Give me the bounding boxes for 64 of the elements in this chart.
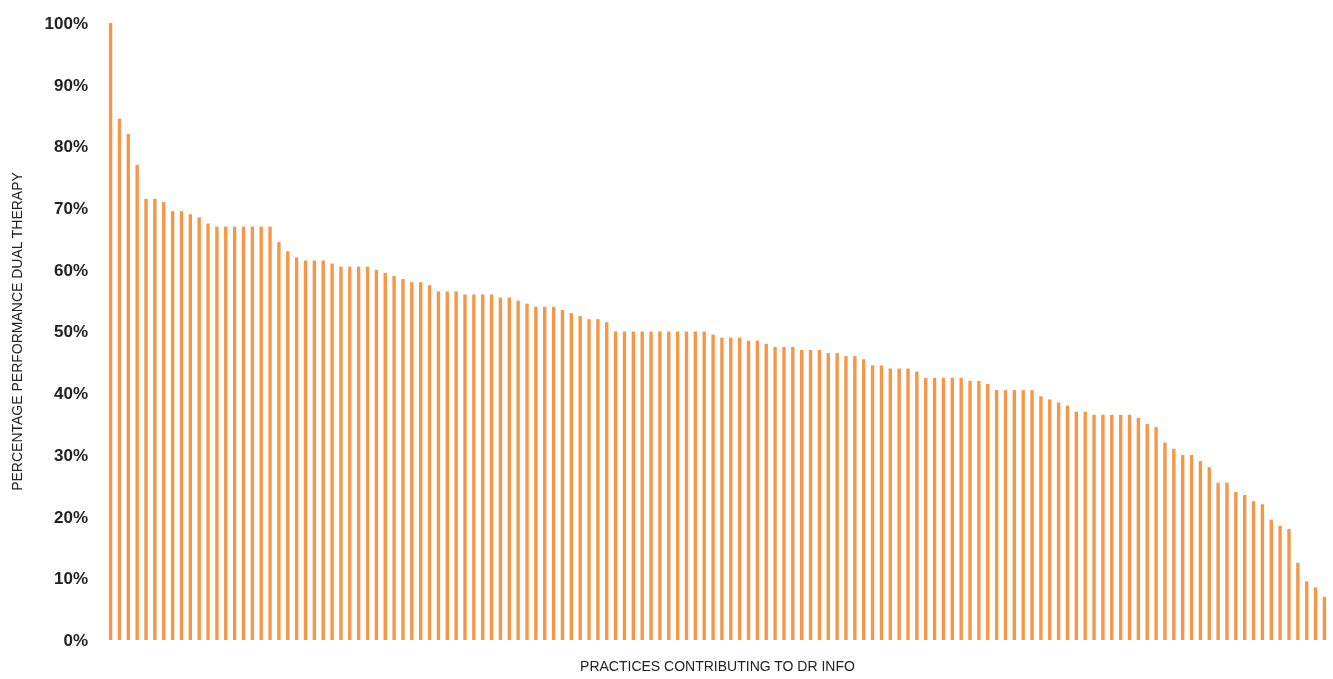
- bar: [472, 294, 476, 640]
- bar: [144, 198, 148, 640]
- bar: [1216, 482, 1220, 640]
- bar: [1234, 491, 1238, 640]
- bar: [534, 306, 538, 640]
- bar: [268, 226, 272, 640]
- bar: [1030, 390, 1034, 640]
- bar: [1092, 414, 1096, 640]
- bar: [339, 266, 343, 640]
- bar: [1021, 390, 1025, 640]
- bar: [206, 223, 210, 640]
- y-tick-label: 70%: [53, 199, 88, 219]
- bar: [277, 242, 281, 640]
- bar: [1163, 442, 1167, 640]
- bar: [977, 380, 981, 640]
- bar: [401, 279, 405, 640]
- bar: [1296, 562, 1300, 640]
- bar: [596, 319, 600, 640]
- y-tick-label: 20%: [53, 507, 88, 527]
- bar: [1225, 482, 1229, 640]
- bar: [525, 303, 529, 640]
- bar: [915, 371, 919, 640]
- bar: [773, 346, 777, 640]
- bar: [711, 334, 715, 640]
- y-tick-label: 100%: [44, 13, 88, 33]
- bar: [587, 319, 591, 640]
- bar: [1287, 528, 1291, 640]
- y-tick-label: 80%: [53, 137, 88, 157]
- bar: [578, 316, 582, 640]
- bar: [410, 282, 414, 640]
- bar: [968, 380, 972, 640]
- y-tick-label: 90%: [53, 75, 88, 95]
- bar: [906, 368, 910, 640]
- bar: [720, 337, 724, 640]
- y-tick-label: 30%: [53, 445, 88, 465]
- y-tick-label: 60%: [53, 260, 88, 280]
- y-tick-label: 0%: [63, 630, 88, 650]
- bar: [1039, 396, 1043, 640]
- bar: [153, 198, 157, 640]
- bar: [658, 331, 662, 640]
- bar: [1278, 525, 1282, 640]
- bar: [853, 356, 857, 640]
- bar: [782, 346, 786, 640]
- bar: [1101, 414, 1105, 640]
- y-axis-title: PERCENTAGE PERFORMANCE DUAL THERAPY: [9, 171, 25, 491]
- bar: [135, 164, 139, 640]
- bar: [649, 331, 653, 640]
- bar: [215, 226, 219, 640]
- bar: [1154, 427, 1158, 640]
- y-tick-label: 10%: [53, 569, 88, 589]
- bar: [454, 291, 458, 640]
- bar: [392, 275, 396, 640]
- bar: [516, 300, 520, 640]
- bar: [897, 368, 901, 640]
- bar: [844, 356, 848, 640]
- y-tick-label: 40%: [53, 384, 88, 404]
- bar: [330, 263, 334, 640]
- bar: [959, 377, 963, 640]
- y-tick-label: 50%: [53, 322, 88, 342]
- bar: [835, 353, 839, 640]
- bar: [463, 294, 467, 640]
- bar: [1305, 581, 1309, 640]
- x-axis-title: PRACTICES CONTRIBUTING TO DR INFO: [580, 658, 856, 674]
- bar: [197, 217, 201, 640]
